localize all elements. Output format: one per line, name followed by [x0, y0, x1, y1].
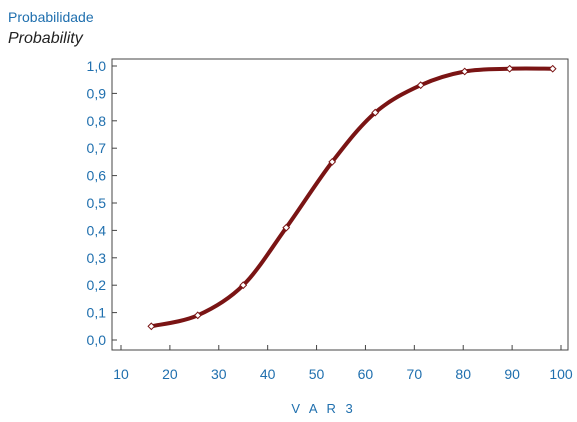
x-tick-label: 70	[407, 366, 423, 382]
x-tick-label: 60	[358, 366, 374, 382]
data-point	[549, 66, 555, 72]
y-tick-label: 0,2	[87, 277, 107, 293]
y-tick-label: 0,9	[87, 85, 107, 101]
series-line	[151, 69, 552, 327]
x-tick-label: 50	[309, 366, 325, 382]
y-tick-label: 0,5	[87, 195, 107, 211]
data-point	[506, 66, 512, 72]
y-tick-label: 0,4	[87, 222, 107, 238]
y-tick-label: 1,0	[87, 58, 107, 74]
x-tick-label: 40	[260, 366, 276, 382]
y-tick-label: 0,1	[87, 305, 107, 321]
y-tick-label: 0,0	[87, 332, 107, 348]
y-tick-label: 0,3	[87, 250, 107, 266]
plot-frame	[112, 59, 568, 350]
y-tick-label: 0,7	[87, 140, 107, 156]
y-tick-label: 0,6	[87, 168, 107, 184]
x-tick-label: 80	[455, 366, 471, 382]
x-tick-label: 90	[504, 366, 520, 382]
x-axis-label: V A R 3	[0, 401, 577, 416]
x-tick-label: 30	[211, 366, 227, 382]
x-tick-label: 10	[113, 366, 129, 382]
x-tick-label: 20	[162, 366, 178, 382]
x-tick-label: 100	[549, 366, 573, 382]
y-tick-label: 0,8	[87, 113, 107, 129]
